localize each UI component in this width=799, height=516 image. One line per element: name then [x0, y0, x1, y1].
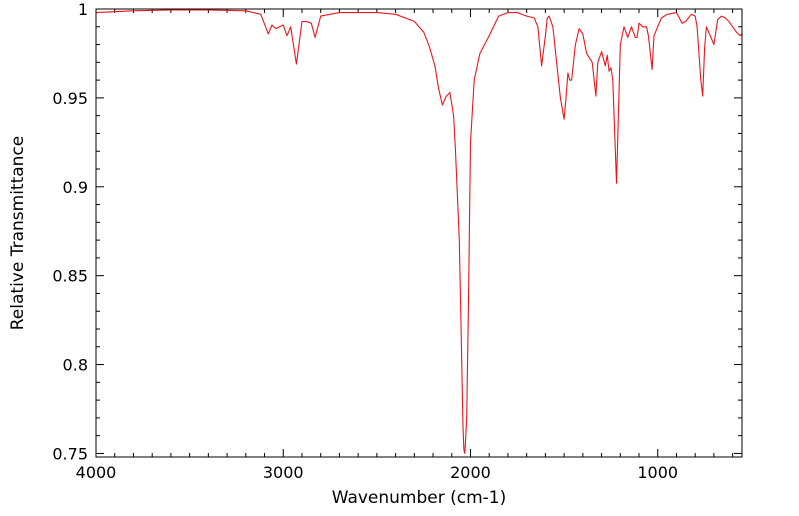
y-tick-label: 0.95 [52, 89, 88, 108]
series-layer [95, 9, 743, 454]
x-tick-label: 4000 [76, 463, 117, 482]
spectrum-line [95, 9, 743, 454]
y-tick-label: 0.9 [63, 178, 88, 197]
x-tick-label: 2000 [450, 463, 491, 482]
y-axis-title: Relative Transmittance [8, 136, 28, 331]
plot-area [96, 9, 742, 457]
plot-frame [95, 8, 743, 458]
y-tick-label: 1 [78, 0, 88, 19]
x-axis-title: Wavenumber (cm-1) [332, 488, 507, 508]
x-tick-label: 1000 [637, 463, 678, 482]
y-axis-ticks: 0.75 0.8 0.85 0.9 0.95 1 [52, 0, 742, 463]
y-tick-label: 0.75 [52, 444, 88, 463]
y-tick-label: 0.8 [63, 356, 88, 375]
x-axis-ticks: 4000 3000 2000 1000 [76, 9, 734, 482]
y-tick-label: 0.85 [52, 267, 88, 286]
x-tick-label: 3000 [263, 463, 304, 482]
